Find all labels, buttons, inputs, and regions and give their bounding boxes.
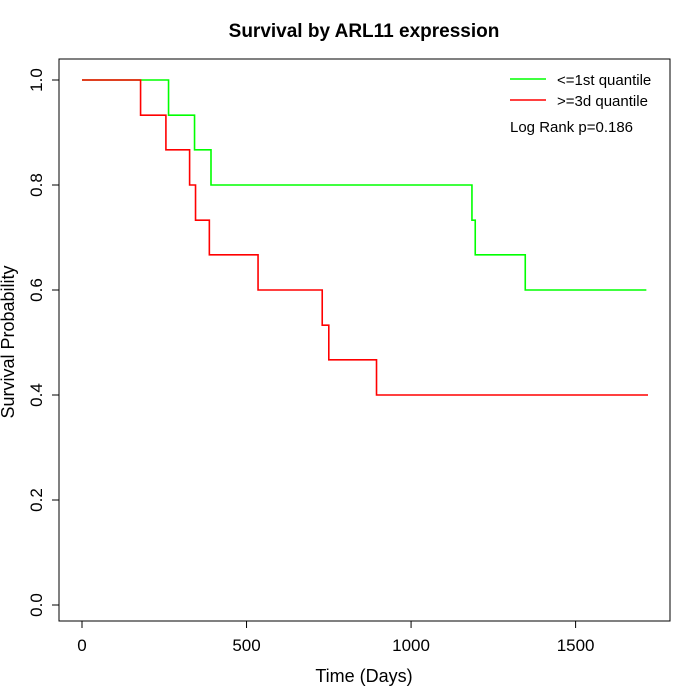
- y-tick-label: 0.6: [27, 278, 46, 302]
- y-tick-label: 0.8: [27, 173, 46, 197]
- x-tick-label: 500: [232, 636, 260, 655]
- legend-label-high: >=3d quantile: [557, 93, 648, 110]
- y-tick-label: 0.4: [27, 383, 46, 407]
- chart-title: Survival by ARL11 expression: [229, 21, 500, 42]
- series-layer: [82, 79, 648, 396]
- y-tick-label: 0.2: [27, 488, 46, 512]
- y-axis: 0.0 0.2 0.4 0.6 0.8 1.0: [27, 68, 60, 617]
- y-tick-label: 1.0: [27, 68, 46, 92]
- legend-label-low: <=1st quantile: [557, 72, 651, 89]
- log-rank-annotation: Log Rank p=0.186: [510, 119, 633, 136]
- series-line-low: [82, 79, 647, 291]
- x-axis-label: Time (Days): [315, 666, 412, 686]
- x-axis: 0 500 1000 1500: [77, 620, 595, 655]
- y-tick-label: 0.0: [27, 593, 46, 617]
- y-axis-label: Survival Probability: [0, 265, 18, 418]
- x-tick-label: 0: [77, 636, 86, 655]
- x-tick-label: 1500: [557, 636, 595, 655]
- series-line-high: [82, 79, 648, 396]
- x-tick-label: 1000: [392, 636, 430, 655]
- legend: <=1st quantile >=3d quantile: [510, 72, 651, 110]
